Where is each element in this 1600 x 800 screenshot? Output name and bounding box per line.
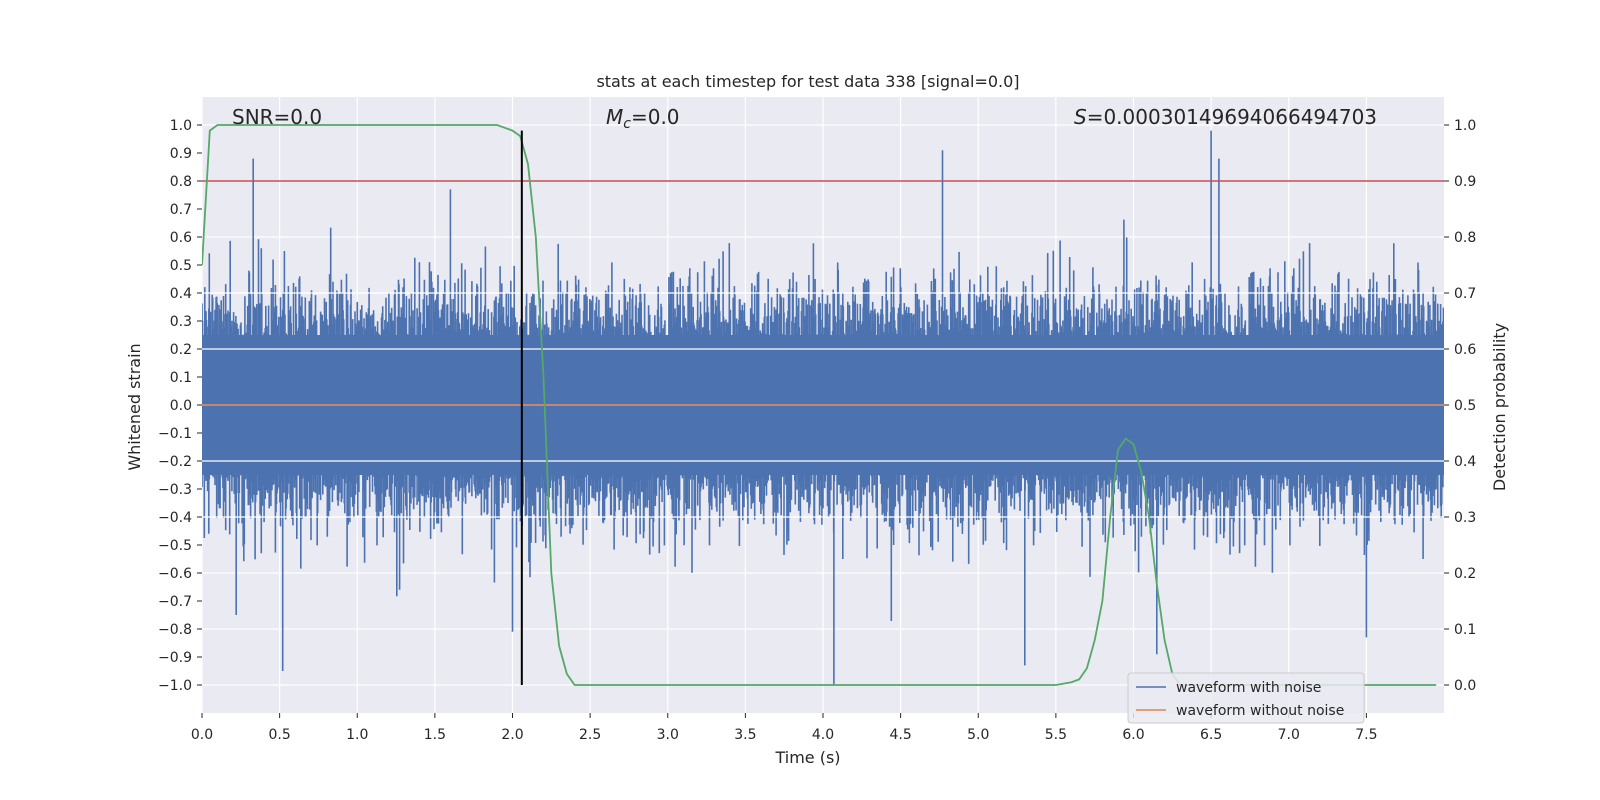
y2-tick-label: 0.4: [1454, 454, 1476, 470]
legend-entry-clean: waveform without noise: [1176, 703, 1344, 719]
y2-tick-label: 0.0: [1454, 678, 1476, 694]
y2-axis-label: Detection probability: [1490, 323, 1509, 491]
x-tick-label: 2.0: [501, 727, 523, 743]
y-tick-label: −0.8: [158, 622, 192, 638]
legend: waveform with noise waveform without noi…: [1127, 672, 1365, 724]
y-axis-ticks: 1.0 0.9 0.8 0.7 0.6 0.5 0.4 0.3 0.2 0.1 0.0 −0.1 −0.…: [158, 118, 202, 694]
y-tick-label: −0.4: [158, 510, 192, 526]
y2-tick-label: 1.0: [1454, 118, 1476, 134]
x-tick-label: 3.5: [734, 727, 756, 743]
y-tick-label: 0.6: [170, 230, 192, 246]
y-tick-label: 0.5: [170, 258, 192, 274]
x-tick-label: 4.0: [812, 727, 834, 743]
y-tick-label: −0.3: [158, 482, 192, 498]
x-tick-label: 5.0: [967, 727, 989, 743]
plot-content: [202, 124, 1444, 686]
chirp-mass-annotation: Mc=0.0: [606, 105, 680, 132]
y-axis-label: Whitened strain: [125, 343, 144, 470]
y-tick-label: 0.3: [170, 314, 192, 330]
y-tick-label: −0.2: [158, 454, 192, 470]
x-tick-label: 7.5: [1355, 727, 1377, 743]
y2-tick-label: 0.3: [1454, 510, 1476, 526]
legend-box: [1127, 672, 1365, 724]
chirp-mass-value: =0.0: [631, 105, 680, 129]
y2-axis-ticks: 1.0 0.9 0.8 0.7 0.6 0.5 0.4 0.3 0.2 0.1 0.0: [1444, 118, 1476, 694]
y-tick-label: 0.8: [170, 174, 192, 190]
snr-annotation: SNR=0.0: [232, 105, 322, 129]
x-tick-label: 6.0: [1122, 727, 1144, 743]
y-tick-label: 0.2: [170, 342, 192, 358]
chirp-mass-symbol: M: [606, 105, 623, 129]
y2-tick-label: 0.7: [1454, 286, 1476, 302]
chart-title: stats at each timestep for test data 338…: [596, 72, 1019, 91]
y-tick-label: −0.5: [158, 538, 192, 554]
y2-tick-label: 0.9: [1454, 174, 1476, 190]
x-tick-label: 0.0: [191, 727, 213, 743]
y-tick-label: 0.9: [170, 146, 192, 162]
x-tick-label: 0.5: [268, 727, 290, 743]
y-tick-label: 0.4: [170, 286, 192, 302]
x-tick-label: 3.0: [657, 727, 679, 743]
y-tick-label: −0.6: [158, 566, 192, 582]
y2-tick-label: 0.2: [1454, 566, 1476, 582]
s-symbol: S: [1074, 105, 1087, 129]
s-annotation: S=0.00030149694066494703: [1074, 105, 1377, 129]
y-tick-label: −1.0: [158, 678, 192, 694]
x-tick-label: 5.5: [1045, 727, 1067, 743]
y-tick-label: 0.7: [170, 202, 192, 218]
detection-probability-series: [202, 124, 1437, 686]
x-tick-label: 6.5: [1200, 727, 1222, 743]
s-value: =0.00030149694066494703: [1087, 105, 1377, 129]
x-tick-label: 2.5: [579, 727, 601, 743]
y2-tick-label: 0.6: [1454, 342, 1476, 358]
y-tick-label: −0.1: [158, 426, 192, 442]
x-tick-label: 1.5: [424, 727, 446, 743]
x-axis-label: Time (s): [774, 748, 840, 767]
y-tick-label: 1.0: [170, 118, 192, 134]
y-tick-label: 0.0: [170, 398, 192, 414]
y2-tick-label: 0.8: [1454, 230, 1476, 246]
x-tick-label: 4.5: [889, 727, 911, 743]
y-tick-label: 0.1: [170, 370, 192, 386]
y2-tick-label: 0.1: [1454, 622, 1476, 638]
chirp-mass-subscript: c: [623, 116, 631, 132]
y-tick-label: −0.7: [158, 594, 192, 610]
y-tick-label: −0.9: [158, 650, 192, 666]
x-tick-label: 7.0: [1278, 727, 1300, 743]
y2-tick-label: 0.5: [1454, 398, 1476, 414]
x-tick-label: 1.0: [346, 727, 368, 743]
x-axis-ticks: 0.0 0.5 1.0 1.5 2.0 2.5 3.0 3.5 4.0 4.5 5.0 5.5 6.0 6…: [191, 713, 1378, 743]
legend-entry-noise: waveform with noise: [1176, 680, 1321, 696]
